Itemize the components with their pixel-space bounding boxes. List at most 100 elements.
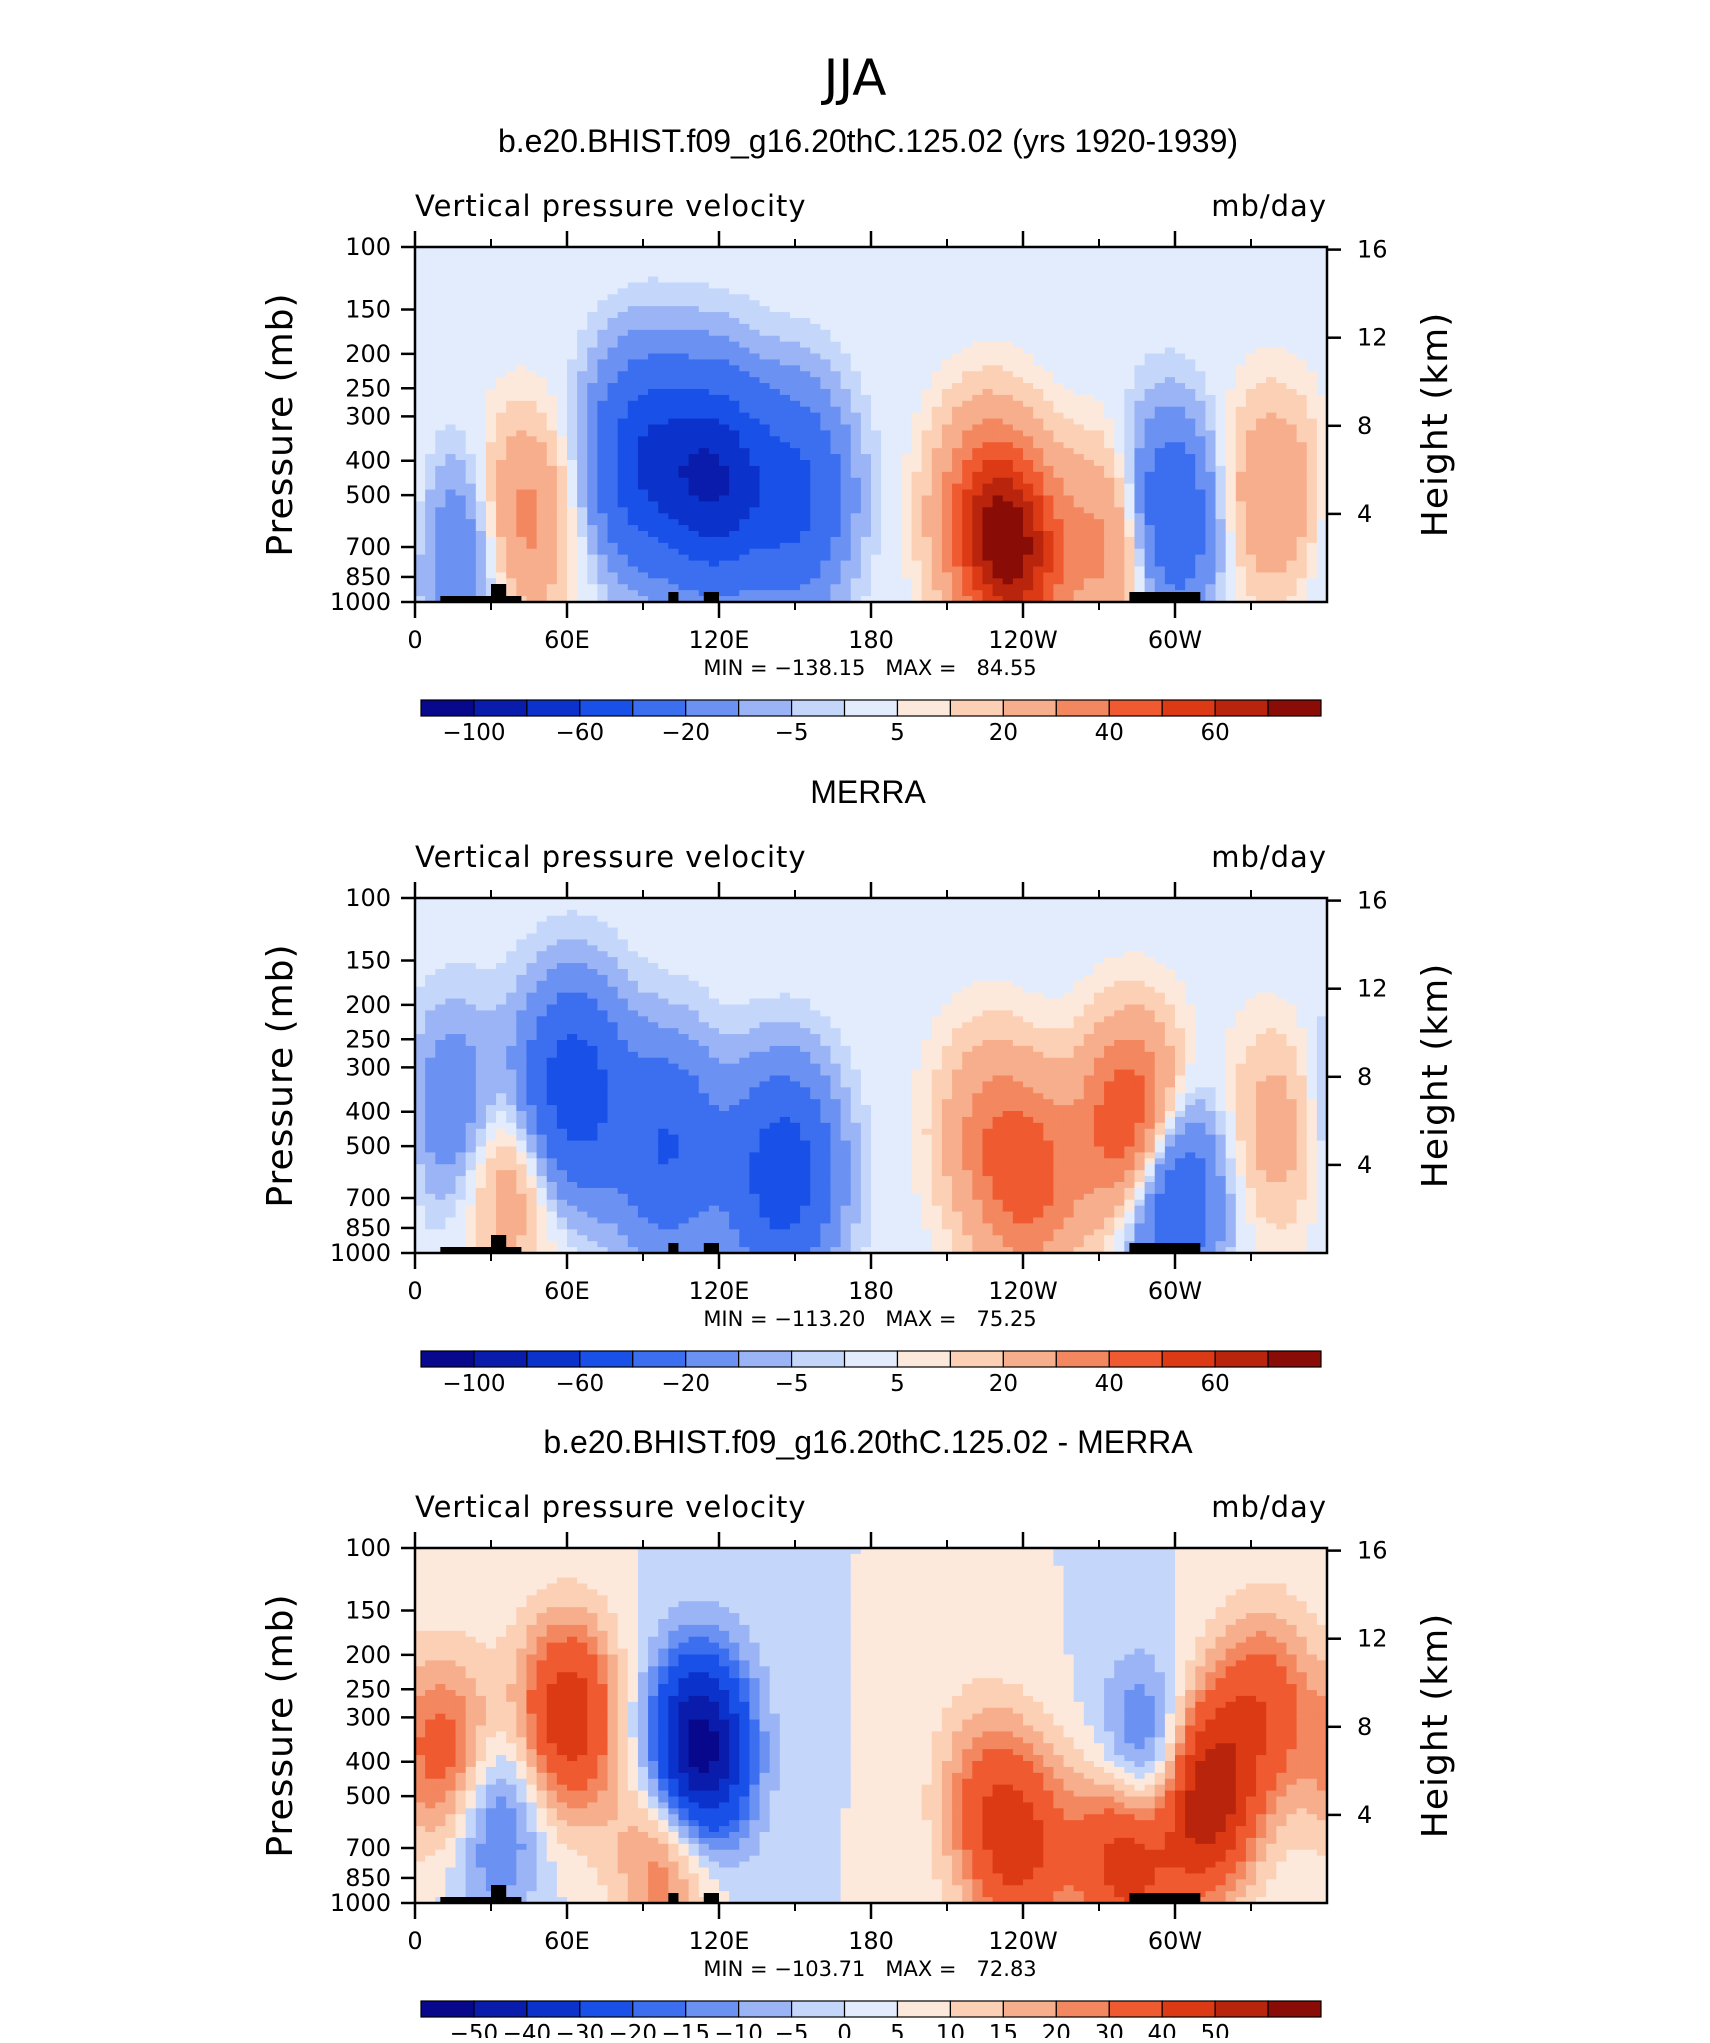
field-cell xyxy=(1225,436,1237,443)
field-cell xyxy=(1225,548,1237,556)
field-cell xyxy=(556,483,568,491)
field-cell xyxy=(465,394,477,402)
field-cell xyxy=(1164,548,1176,556)
field-cell xyxy=(678,548,690,556)
field-cell xyxy=(1104,412,1115,420)
field-cell xyxy=(1296,501,1308,508)
field-cell xyxy=(1266,542,1277,550)
field-cell xyxy=(729,554,740,562)
field-cell xyxy=(931,353,943,361)
field-cell xyxy=(577,501,588,508)
field-cell xyxy=(1205,276,1217,284)
field-cell xyxy=(931,495,943,503)
field-cell xyxy=(769,531,781,538)
field-cell xyxy=(567,312,578,319)
field-cell xyxy=(719,418,730,426)
field-cell xyxy=(1266,400,1277,408)
field-cell xyxy=(668,406,680,414)
field-cell xyxy=(820,359,832,366)
field-cell xyxy=(891,519,902,526)
field-cell xyxy=(1033,507,1044,514)
field-cell xyxy=(1276,276,1288,284)
field-cell xyxy=(648,294,659,301)
field-cell xyxy=(1306,383,1318,390)
field-cell xyxy=(921,460,933,467)
field-cell xyxy=(830,424,842,432)
field-cell xyxy=(1073,418,1085,426)
field-cell xyxy=(1286,318,1298,325)
field-cell xyxy=(597,282,609,290)
field-cell xyxy=(921,365,933,372)
field-cell xyxy=(445,465,457,473)
field-cell xyxy=(719,531,730,538)
field-cell xyxy=(739,501,750,508)
field-cell xyxy=(455,341,467,349)
field-cell xyxy=(1266,258,1277,266)
field-cell xyxy=(1306,306,1318,313)
field-cell xyxy=(1104,483,1115,491)
field-cell xyxy=(1043,406,1054,414)
field-cell xyxy=(881,359,892,366)
field-cell xyxy=(962,247,973,254)
field-cell xyxy=(567,572,578,579)
field-cell xyxy=(475,252,487,260)
field-cell xyxy=(1002,477,1014,485)
field-cell xyxy=(931,430,943,437)
field-cell xyxy=(1164,460,1176,467)
field-cell xyxy=(1144,554,1156,562)
field-cell xyxy=(800,513,811,520)
field-cell xyxy=(850,483,862,491)
field-cell xyxy=(1124,371,1136,378)
field-cell xyxy=(779,252,791,260)
field-cell xyxy=(729,477,740,485)
field-cell xyxy=(415,430,426,437)
field-cell xyxy=(1093,300,1105,307)
field-cell xyxy=(455,365,467,372)
field-cell xyxy=(648,430,659,437)
field-cell xyxy=(708,270,720,278)
field-cell xyxy=(567,495,578,503)
field-cell xyxy=(708,566,720,574)
field-cell xyxy=(1276,436,1288,443)
field-cell xyxy=(830,270,842,278)
field-cell xyxy=(1154,276,1166,284)
field-cell xyxy=(475,460,487,467)
field-cell xyxy=(435,282,446,290)
field-cell xyxy=(688,270,700,278)
field-cell xyxy=(658,460,669,467)
field-cell xyxy=(860,477,872,485)
field-cell xyxy=(577,294,588,301)
field-cell xyxy=(1164,318,1176,325)
field-cell xyxy=(810,400,821,408)
field-cell xyxy=(1083,548,1095,556)
field-cell xyxy=(1073,335,1085,343)
field-cell xyxy=(1286,294,1298,301)
field-cell xyxy=(962,341,973,349)
field-cell xyxy=(840,489,852,497)
field-cell xyxy=(455,353,467,361)
field-cell xyxy=(1185,365,1196,372)
field-cell xyxy=(688,436,700,443)
field-cell xyxy=(830,536,842,544)
field-cell xyxy=(1043,323,1054,331)
field-cell xyxy=(678,436,690,443)
field-cell xyxy=(1215,454,1227,461)
field-cell xyxy=(800,483,811,491)
field-cell xyxy=(1154,513,1166,520)
field-cell xyxy=(425,454,436,461)
field-cell xyxy=(1073,288,1085,295)
field-cell xyxy=(972,371,984,378)
field-cell xyxy=(1073,513,1085,520)
field-cell xyxy=(546,507,558,514)
field-cell xyxy=(1205,430,1217,437)
field-cell xyxy=(648,501,659,508)
field-cell xyxy=(911,371,923,378)
field-cell xyxy=(1205,312,1217,319)
field-cell xyxy=(678,312,690,319)
field-cell xyxy=(941,560,953,568)
field-cell xyxy=(982,371,994,378)
field-cell xyxy=(496,566,507,574)
field-cell xyxy=(1073,424,1085,432)
field-cell xyxy=(455,560,467,568)
field-cell xyxy=(465,501,477,508)
